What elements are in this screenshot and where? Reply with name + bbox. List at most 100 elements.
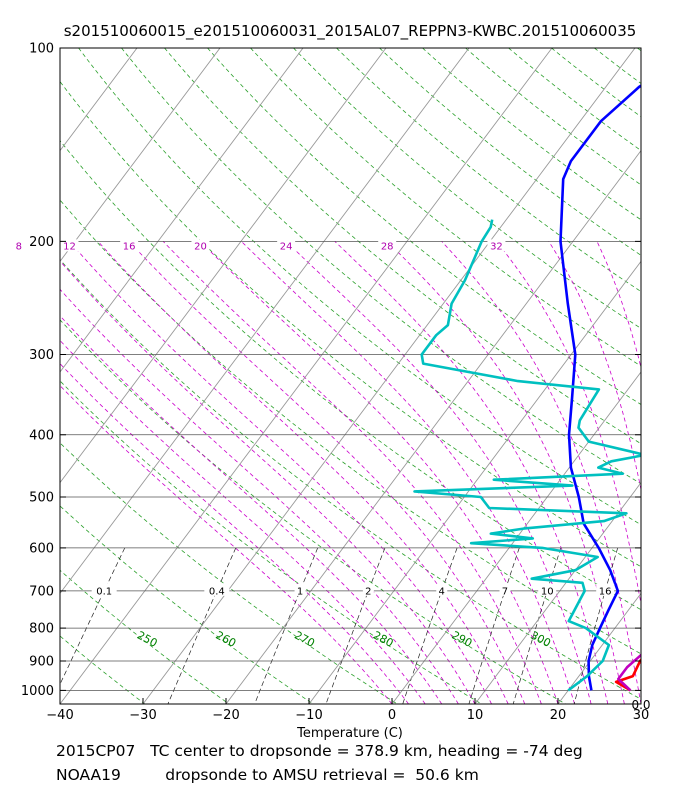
isotherm — [0, 48, 54, 704]
isotherm — [225, 149, 641, 704]
dry-adiabat — [680, 48, 700, 704]
isotherm — [640, 703, 641, 704]
dry-adiabat — [121, 48, 641, 485]
series-temperature_blue — [559, 84, 641, 691]
dry-adiabat-label: 260 — [213, 629, 238, 650]
dry-adiabat — [250, 48, 641, 367]
moist-adiabat — [60, 288, 459, 704]
x-tick-label: −10 — [295, 708, 322, 723]
moist-adiabat — [334, 241, 609, 704]
moist-adiabat — [596, 241, 641, 369]
dry-adiabat — [60, 702, 61, 704]
mixing-ratio-line — [402, 547, 458, 704]
moist-adiabat — [60, 339, 426, 704]
y-tick-label: 1000 — [21, 684, 54, 699]
footer-line-2: NOAA19 dropsonde to AMSU retrieval = 50.… — [56, 766, 479, 784]
label-bg — [362, 583, 374, 596]
dry-adiabat-label: 300 — [528, 629, 553, 650]
mixing-ratio-label: 4 — [439, 586, 445, 597]
y-tick-label: 400 — [29, 428, 54, 443]
dry-adiabat — [379, 48, 641, 256]
dry-adiabat — [60, 380, 482, 704]
dry-adiabat-label: 290 — [450, 629, 475, 650]
dry-adiabat — [60, 569, 230, 704]
label-bg — [191, 239, 210, 252]
dry-adiabat — [164, 48, 641, 445]
moist-adiabat — [441, 241, 641, 704]
isotherm — [142, 48, 636, 704]
mixing-ratio-label: 16 — [599, 586, 612, 597]
label-bg — [378, 239, 397, 252]
label-bg — [596, 583, 615, 596]
x-tick-label: 20 — [550, 708, 567, 723]
mixing-ratio-label: 7 — [502, 586, 508, 597]
isotherm — [391, 371, 641, 704]
isotherm — [60, 48, 221, 263]
dry-adiabat — [637, 48, 641, 52]
moist-adiabat-label: 28 — [381, 241, 394, 252]
footer-line-1: 2015CP07 TC center to dropsonde = 378.9 … — [56, 742, 583, 760]
y-tick-label: 600 — [29, 541, 54, 556]
label-bg — [60, 239, 79, 252]
dry-adiabat — [336, 48, 641, 293]
moist-adiabat — [496, 241, 641, 606]
moist-adiabat-label: 20 — [194, 241, 207, 252]
moist-adiabat — [679, 241, 700, 704]
isotherm — [60, 48, 138, 152]
isotherm — [308, 260, 641, 704]
isotherm — [557, 592, 641, 704]
isotherm — [60, 48, 387, 484]
dry-adiabat — [60, 199, 641, 655]
y-tick-label: 100 — [29, 42, 54, 57]
moist-adiabat — [69, 241, 492, 704]
x-tick-label: −20 — [212, 708, 239, 723]
dry-adiabat — [422, 48, 641, 221]
series-dewpoint_cyan — [413, 219, 641, 692]
moist-adiabat — [386, 241, 625, 704]
moist-adiabat-label: 32 — [490, 241, 503, 252]
dry-adiabat — [60, 319, 566, 704]
y-tick-label: 300 — [29, 348, 54, 363]
dry-adiabat — [508, 48, 641, 151]
moist-adiabat — [60, 260, 476, 704]
x-tick-label: −40 — [46, 708, 73, 723]
moist-adiabat — [128, 241, 526, 704]
dry-adiabat — [60, 442, 398, 704]
label-bg — [13, 239, 25, 252]
mixing-ratio-label: 0.4 — [209, 586, 225, 597]
x-tick-label: 0 — [388, 708, 396, 723]
isotherm — [60, 48, 304, 373]
label-bg — [120, 239, 139, 252]
mixing-ratio-line — [573, 547, 619, 704]
mixing-ratio-label: 0.1 — [96, 586, 112, 597]
moist-adiabat-label: 16 — [123, 241, 136, 252]
mixing-ratio-line — [512, 547, 562, 704]
mixing-ratio-line — [167, 547, 237, 704]
moist-adiabat-label: 8 — [16, 241, 22, 252]
corner-label: 0.0 — [631, 698, 650, 712]
dry-adiabat-label: 250 — [135, 629, 160, 650]
y-tick-label: 200 — [29, 235, 54, 250]
label-bg — [499, 583, 511, 596]
mixing-ratio-line — [325, 547, 386, 704]
moist-adiabat-label: 12 — [63, 241, 76, 252]
isotherm — [474, 481, 641, 704]
x-axis-label: Temperature (C) — [296, 726, 403, 741]
plot-frame — [59, 47, 642, 705]
y-tick-label: 800 — [29, 622, 54, 637]
label-bg — [538, 583, 557, 596]
mixing-ratio-line — [254, 547, 319, 704]
dry-adiabat-label: 280 — [371, 629, 396, 650]
moist-adiabat — [60, 363, 409, 704]
mixing-ratio-label: 2 — [365, 586, 371, 597]
dry-adiabat — [60, 259, 641, 700]
isotherm — [60, 48, 553, 704]
x-tick-label: −30 — [129, 708, 156, 723]
moist-adiabat — [640, 241, 641, 245]
label-bg — [204, 583, 230, 596]
y-tick-label: 900 — [29, 654, 54, 669]
dry-adiabat — [465, 48, 641, 186]
label-bg — [277, 239, 296, 252]
x-tick-label: 30 — [633, 708, 650, 723]
